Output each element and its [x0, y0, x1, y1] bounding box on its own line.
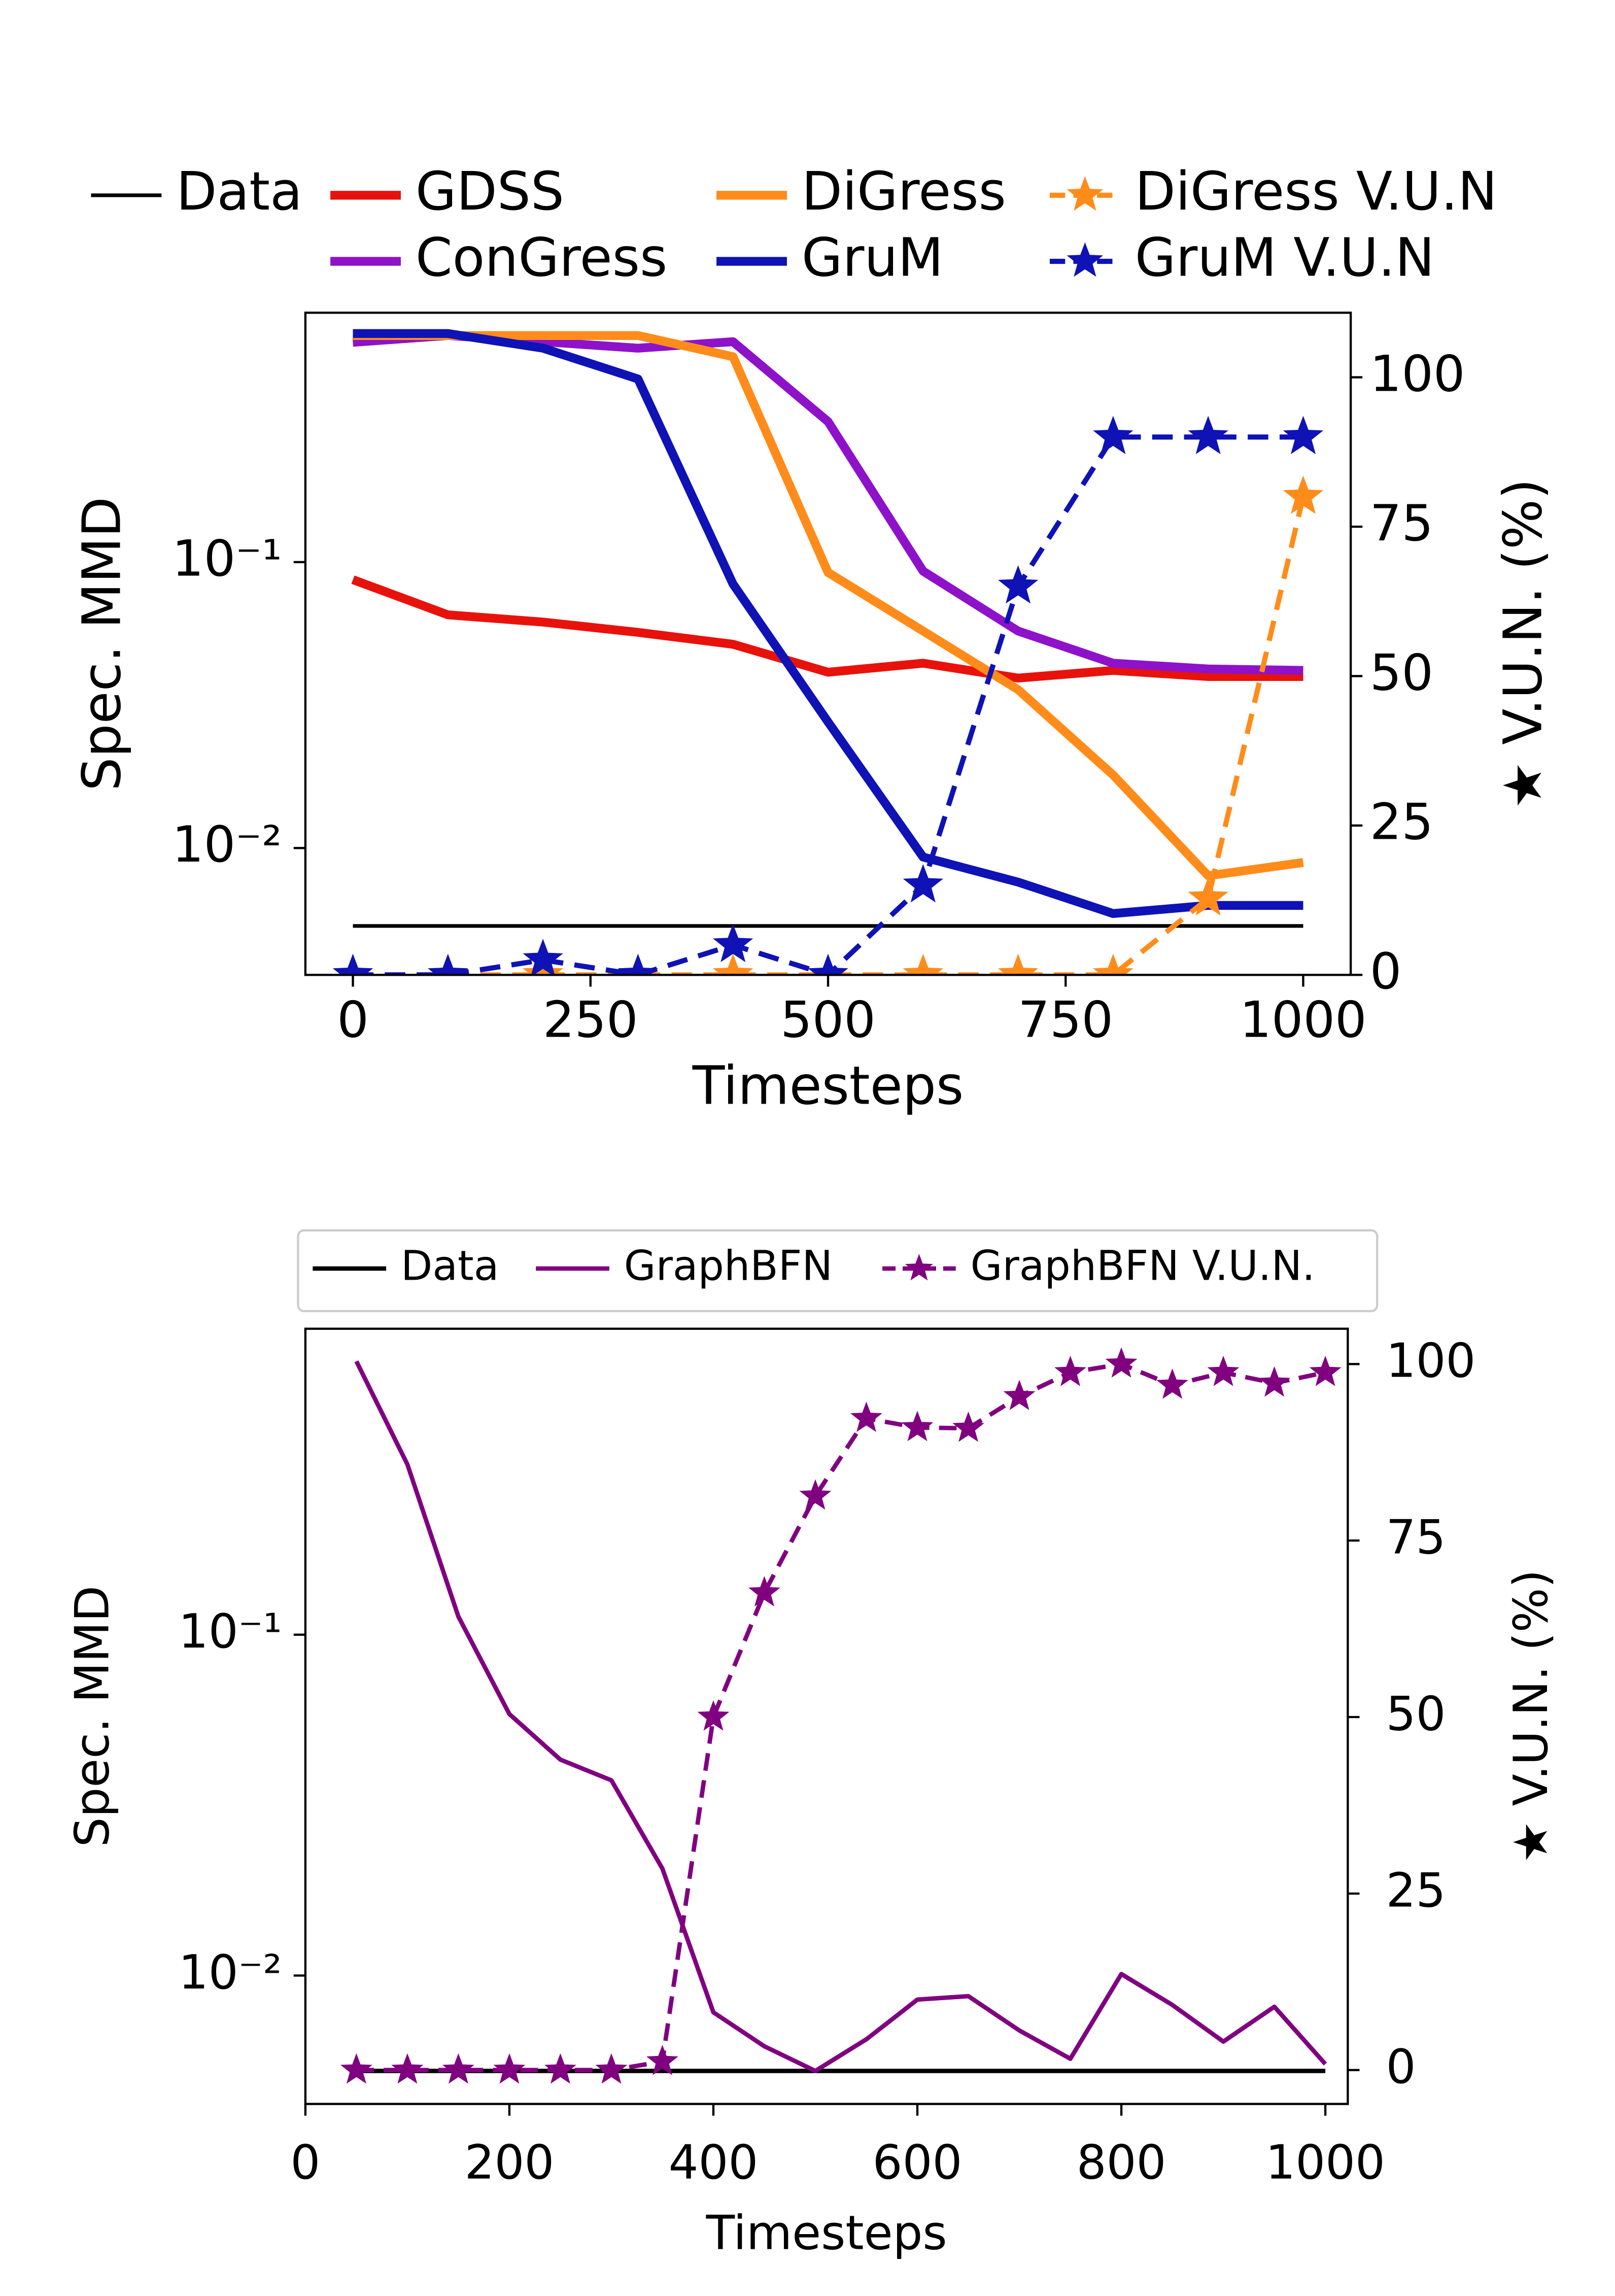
y-axis-label: Spec. MMD: [71, 497, 133, 791]
x-axis-label: Timesteps: [706, 2205, 947, 2260]
x-tick-label: 750: [1018, 991, 1113, 1049]
star-marker: [617, 953, 659, 975]
x-tick-label: 1000: [1240, 991, 1366, 1049]
series-line: [353, 329, 1303, 918]
y-tick-label: 10⁻¹: [179, 1604, 282, 1659]
star-marker: [1283, 416, 1324, 455]
legend-label: GDSS: [416, 160, 564, 222]
series-line: [353, 331, 1304, 880]
y2-tick-label: 50: [1370, 644, 1433, 702]
legend-label: GruM V.U.N: [1135, 226, 1435, 288]
x-tick-label: 400: [669, 2135, 759, 2189]
star-marker: [713, 953, 753, 975]
star-marker: [1054, 1355, 1087, 1386]
x-tick-label: 1000: [1265, 2135, 1385, 2189]
x-tick-label: 800: [1077, 2135, 1166, 2189]
star-marker: [952, 1411, 985, 1442]
legend-label: GruM: [802, 226, 943, 288]
star-marker: [713, 923, 753, 963]
legend-frame: [297, 1229, 1379, 1313]
star-marker: [901, 1411, 934, 1442]
chart: 0 200 400 600 800 1000 10⁻¹ 10⁻² 0 25 50 75 100 Times…: [64, 1229, 1558, 2260]
legend-label: Data: [176, 160, 302, 222]
star-marker: [1156, 1368, 1189, 1399]
star-marker: [428, 953, 468, 975]
x-tick-label: 250: [543, 991, 638, 1049]
y-tick-label: 10⁻²: [179, 1945, 282, 2000]
legend-label: GraphBFN: [624, 1243, 833, 1290]
y2-tick-label: 75: [1370, 495, 1433, 553]
star-marker: [1003, 1380, 1036, 1411]
star-marker: [850, 1401, 882, 1432]
star-marker: [523, 939, 563, 975]
x-axis-label: Timesteps: [692, 1054, 964, 1116]
axes-frame: [304, 1327, 1349, 2105]
series-line: [353, 496, 1306, 975]
y-axis-label: Spec. MMD: [64, 1586, 119, 1847]
star-marker: [1188, 416, 1228, 455]
plot-area: [340, 1347, 1342, 2084]
star-marker: [1283, 475, 1324, 514]
y2-tick-label: 0: [1386, 2039, 1416, 2094]
y2-axis-label: ★ V.U.N. (%): [1492, 478, 1554, 809]
chart: 0 250 500 750 1000 10⁻¹ 10⁻² 0 25 50 75 100 Timestep…: [71, 160, 1554, 1116]
star-marker: [1105, 1347, 1138, 1378]
x-tick-label: 0: [290, 2135, 320, 2189]
legend-label: DiGress: [802, 160, 1006, 222]
star-marker: [1093, 416, 1133, 455]
plot-area: [332, 329, 1324, 975]
legend-marker: [1067, 242, 1104, 277]
star-marker: [808, 953, 848, 975]
legend-marker: [1067, 176, 1104, 211]
star-marker: [544, 2053, 576, 2084]
star-marker: [442, 2053, 474, 2084]
x-tick-label: 600: [873, 2135, 963, 2189]
legend-label: DiGress V.U.N: [1135, 160, 1497, 222]
y2-axis-label: ★ V.U.N. (%): [1503, 1569, 1558, 1863]
y2-tick-label: 100: [1370, 345, 1465, 403]
legend: Data GraphBFN GraphBFN V.U.N.: [297, 1229, 1379, 1313]
star-marker: [697, 1700, 730, 1731]
legend-label: ConGress: [416, 226, 667, 288]
series-line: [353, 434, 1303, 975]
legend-label: GraphBFN V.U.N.: [971, 1243, 1315, 1290]
legend-label: Data: [401, 1243, 499, 1290]
x-tick-label: 500: [780, 991, 876, 1049]
star-marker: [1258, 1366, 1291, 1397]
y-tick-label: 10⁻¹: [172, 530, 282, 588]
star-marker: [903, 953, 944, 975]
star-marker: [340, 2053, 372, 2084]
star-marker: [1188, 877, 1228, 916]
y2-tick-label: 25: [1370, 794, 1433, 851]
x-tick-label: 0: [337, 991, 369, 1049]
star-marker: [493, 2053, 526, 2084]
x-tick-label: 200: [465, 2135, 555, 2189]
star-marker: [391, 2053, 424, 2084]
star-marker: [998, 565, 1039, 604]
star-marker: [1207, 1355, 1240, 1386]
star-marker: [998, 953, 1039, 975]
y2-tick-label: 100: [1386, 1333, 1476, 1388]
legend-marker: [905, 1254, 933, 1281]
series-line: [351, 575, 1303, 683]
y-tick-label: 10⁻²: [172, 816, 282, 874]
y2-tick-label: 0: [1370, 943, 1402, 1001]
star-marker: [799, 1479, 832, 1510]
star-marker: [595, 2053, 628, 2084]
star-marker: [332, 953, 373, 975]
axes-frame: [304, 312, 1352, 976]
star-marker: [748, 1576, 780, 1606]
y2-tick-label: 25: [1386, 1863, 1446, 1917]
series-line: [356, 1361, 1326, 2073]
y2-tick-label: 50: [1386, 1686, 1446, 1741]
star-marker: [1093, 953, 1133, 975]
star-marker: [903, 864, 944, 903]
star-marker: [1309, 1355, 1342, 1386]
y2-tick-label: 75: [1386, 1510, 1446, 1565]
star-marker: [646, 2044, 678, 2075]
series-line: [354, 1360, 1327, 2073]
